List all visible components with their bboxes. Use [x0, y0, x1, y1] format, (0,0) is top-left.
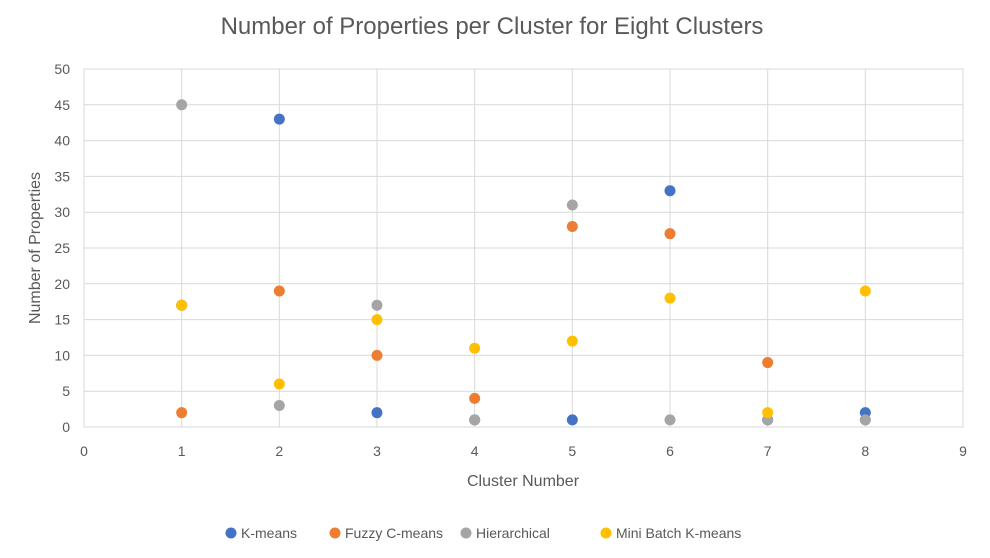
- data-point: [859, 285, 871, 297]
- legend-label: Fuzzy C-means: [345, 525, 443, 541]
- series-1: [176, 221, 871, 426]
- x-tick-label: 8: [861, 443, 869, 459]
- chart-title: Number of Properties per Cluster for Eig…: [221, 13, 764, 40]
- data-point: [664, 228, 676, 240]
- legend-marker: [329, 527, 341, 539]
- data-point: [273, 285, 285, 297]
- data-points: [176, 99, 871, 426]
- data-point: [371, 314, 383, 326]
- y-tick-label: 15: [54, 312, 70, 328]
- data-point: [566, 414, 578, 426]
- series-3: [176, 285, 871, 419]
- y-tick-label: 35: [54, 168, 70, 184]
- y-tick-label: 30: [54, 204, 70, 220]
- x-tick-label: 0: [80, 443, 88, 459]
- x-axis-label: Cluster Number: [467, 473, 580, 490]
- y-tick-label: 20: [54, 276, 70, 292]
- data-point: [273, 400, 285, 412]
- y-tick-label: 5: [62, 383, 70, 399]
- data-point: [371, 299, 383, 311]
- x-tick-label: 7: [764, 443, 772, 459]
- legend-marker: [225, 527, 237, 539]
- data-point: [566, 199, 578, 211]
- data-point: [371, 349, 383, 361]
- data-point: [469, 392, 481, 404]
- x-tick-label: 6: [666, 443, 674, 459]
- x-tick-label: 9: [959, 443, 967, 459]
- data-point: [469, 342, 481, 354]
- y-tick-label: 10: [54, 347, 70, 363]
- legend-marker: [600, 527, 612, 539]
- series-0: [176, 113, 871, 426]
- x-tick-label: 3: [373, 443, 381, 459]
- data-point: [566, 221, 578, 233]
- data-point: [859, 414, 871, 426]
- y-tick-label: 50: [54, 61, 70, 77]
- legend: K-means Fuzzy C-means Hierarchical Mini Bat…: [225, 525, 741, 541]
- gridlines: [83, 68, 964, 428]
- data-point: [176, 299, 188, 311]
- legend-marker: [460, 527, 472, 539]
- data-point: [664, 414, 676, 426]
- x-tick-label: 1: [178, 443, 186, 459]
- x-tick-label: 4: [471, 443, 479, 459]
- data-point: [762, 407, 774, 419]
- data-point: [762, 357, 774, 369]
- legend-label: Mini Batch K-means: [616, 525, 741, 541]
- data-point: [664, 185, 676, 197]
- y-tick-label: 0: [62, 419, 70, 435]
- y-tick-label: 40: [54, 133, 70, 149]
- data-point: [176, 99, 188, 111]
- data-point: [273, 378, 285, 390]
- x-tick-label: 2: [275, 443, 283, 459]
- x-tick-label: 5: [568, 443, 576, 459]
- y-axis-label: Number of Properties: [27, 172, 44, 324]
- data-point: [566, 335, 578, 347]
- legend-label: K-means: [241, 525, 297, 541]
- legend-label: Hierarchical: [476, 525, 550, 541]
- data-point: [371, 407, 383, 419]
- data-point: [273, 113, 285, 125]
- data-point: [469, 414, 481, 426]
- series-2: [176, 99, 871, 426]
- data-point: [176, 407, 188, 419]
- y-tick-label: 25: [54, 240, 70, 256]
- y-tick-label: 45: [54, 97, 70, 113]
- data-point: [664, 292, 676, 304]
